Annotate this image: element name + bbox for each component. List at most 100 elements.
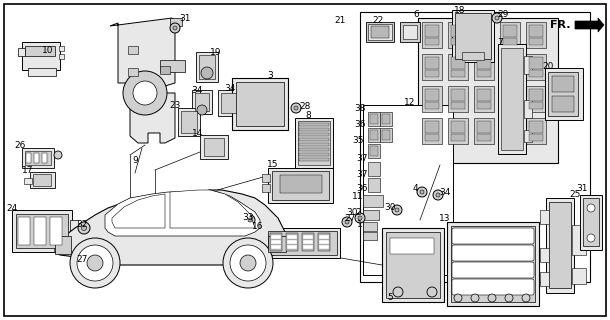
Bar bbox=[552, 96, 574, 112]
Bar bbox=[22, 42, 60, 70]
Circle shape bbox=[223, 238, 273, 288]
Text: 6: 6 bbox=[413, 10, 419, 19]
Bar bbox=[403, 25, 417, 39]
Bar bbox=[160, 66, 170, 74]
Bar bbox=[540, 272, 550, 286]
Bar bbox=[572, 225, 586, 255]
Bar bbox=[474, 54, 494, 80]
Bar bbox=[370, 130, 378, 140]
Text: 5: 5 bbox=[387, 293, 393, 302]
Bar bbox=[366, 22, 394, 42]
Bar bbox=[363, 210, 379, 220]
Text: 29: 29 bbox=[497, 10, 509, 19]
Circle shape bbox=[488, 294, 496, 302]
Bar bbox=[200, 135, 228, 159]
Text: 27: 27 bbox=[76, 255, 88, 265]
Bar bbox=[16, 214, 68, 248]
Bar bbox=[368, 112, 380, 126]
Bar bbox=[302, 233, 314, 251]
Bar bbox=[425, 38, 439, 45]
Bar bbox=[319, 235, 329, 239]
Text: 16: 16 bbox=[253, 221, 264, 230]
Circle shape bbox=[82, 263, 86, 267]
Text: 24: 24 bbox=[6, 204, 18, 212]
Bar bbox=[360, 12, 590, 282]
Bar bbox=[12, 210, 72, 252]
Bar bbox=[368, 24, 392, 40]
FancyBboxPatch shape bbox=[452, 228, 534, 244]
Text: 31: 31 bbox=[576, 183, 588, 193]
Bar bbox=[477, 134, 491, 141]
Bar bbox=[529, 38, 543, 45]
Bar bbox=[451, 89, 465, 101]
Bar bbox=[262, 184, 270, 192]
Bar bbox=[500, 22, 520, 48]
Circle shape bbox=[77, 245, 113, 281]
Circle shape bbox=[123, 71, 167, 115]
Bar bbox=[524, 56, 532, 74]
Bar bbox=[418, 18, 558, 163]
Bar bbox=[529, 57, 543, 69]
Bar bbox=[271, 240, 281, 244]
Circle shape bbox=[201, 67, 213, 79]
Circle shape bbox=[230, 245, 266, 281]
FancyBboxPatch shape bbox=[452, 262, 534, 278]
Bar bbox=[526, 22, 546, 48]
Circle shape bbox=[392, 205, 402, 215]
Text: 35: 35 bbox=[352, 135, 364, 145]
Circle shape bbox=[87, 255, 103, 271]
Bar bbox=[474, 86, 494, 112]
Bar bbox=[549, 202, 571, 288]
Bar bbox=[18, 48, 25, 56]
Circle shape bbox=[355, 213, 365, 223]
Bar bbox=[380, 128, 392, 142]
Bar bbox=[501, 48, 523, 150]
Circle shape bbox=[393, 287, 403, 297]
Bar bbox=[128, 68, 138, 76]
Text: 36: 36 bbox=[354, 119, 366, 129]
Bar bbox=[303, 235, 313, 239]
Bar bbox=[474, 118, 494, 144]
Bar bbox=[552, 76, 574, 92]
Polygon shape bbox=[575, 18, 604, 32]
Bar bbox=[448, 22, 468, 48]
Text: 32: 32 bbox=[76, 220, 88, 228]
Bar bbox=[181, 111, 197, 133]
Polygon shape bbox=[105, 190, 260, 236]
Bar bbox=[425, 89, 439, 101]
Text: 18: 18 bbox=[454, 5, 466, 14]
Bar bbox=[59, 46, 64, 51]
Bar bbox=[452, 10, 494, 62]
Bar bbox=[299, 153, 329, 156]
Bar bbox=[195, 93, 209, 111]
Bar bbox=[319, 245, 329, 249]
Bar bbox=[382, 114, 390, 124]
Bar bbox=[425, 25, 439, 37]
Bar bbox=[42, 153, 47, 163]
Bar bbox=[422, 54, 442, 80]
Bar bbox=[236, 82, 284, 126]
Bar bbox=[299, 138, 329, 141]
Bar bbox=[548, 72, 578, 116]
Bar bbox=[386, 232, 440, 298]
Circle shape bbox=[420, 190, 424, 194]
Bar bbox=[192, 90, 212, 114]
Bar bbox=[529, 102, 543, 109]
Bar bbox=[425, 121, 439, 133]
Text: 23: 23 bbox=[170, 100, 181, 109]
Bar bbox=[503, 134, 517, 141]
Bar bbox=[70, 220, 78, 232]
Bar bbox=[524, 100, 532, 118]
Bar bbox=[529, 25, 543, 37]
Bar bbox=[529, 89, 543, 101]
Bar bbox=[500, 118, 520, 144]
Bar bbox=[451, 226, 535, 302]
Bar bbox=[270, 233, 282, 251]
Bar bbox=[462, 52, 484, 60]
Bar bbox=[280, 175, 322, 193]
Bar bbox=[55, 236, 71, 254]
Bar bbox=[503, 70, 517, 77]
Bar bbox=[390, 238, 434, 254]
Bar bbox=[271, 245, 281, 249]
Circle shape bbox=[240, 255, 256, 271]
